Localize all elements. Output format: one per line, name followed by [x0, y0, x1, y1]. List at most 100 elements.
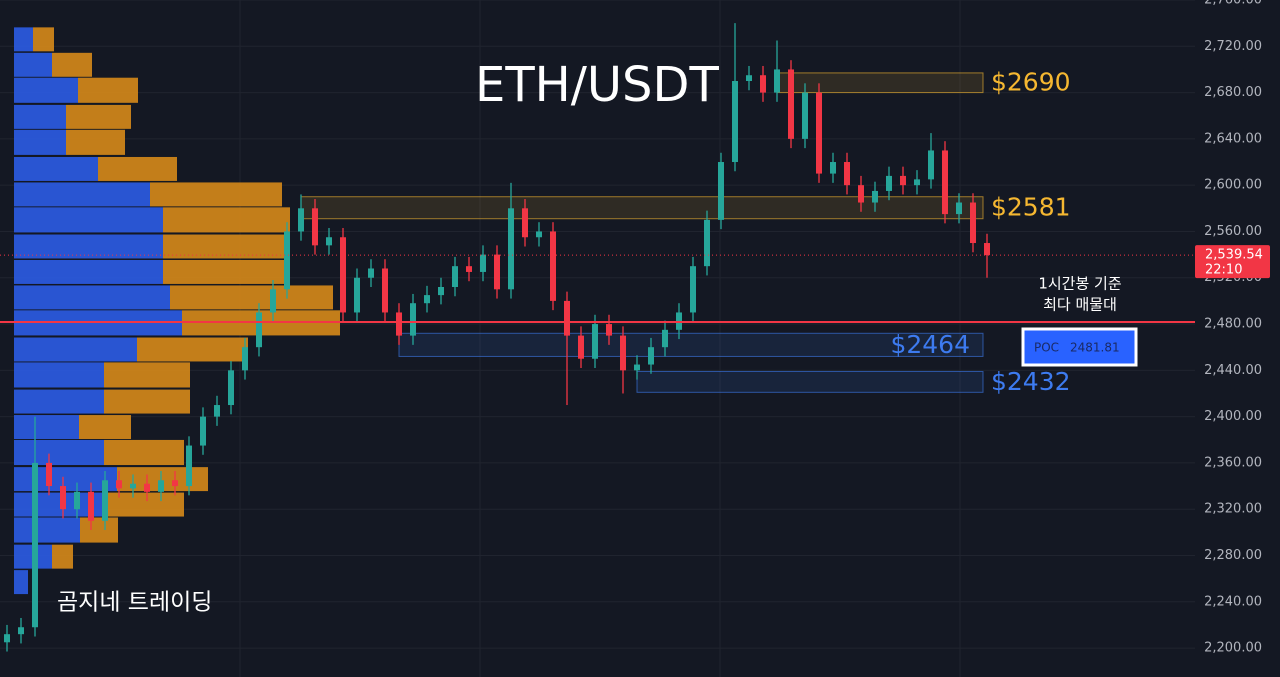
y-tick-label: 2,360.00 [1204, 455, 1262, 470]
candle-body [340, 237, 346, 313]
y-tick-label: 2,480.00 [1204, 317, 1262, 332]
zone-label: $2432 [991, 367, 1071, 396]
candle-body [984, 243, 990, 256]
candle-body [900, 175, 906, 186]
y-tick-label: 2,640.00 [1204, 131, 1262, 146]
candle-body [816, 92, 822, 174]
candle-body [256, 312, 262, 348]
vp-buy [14, 77, 78, 103]
y-tick-label: 2,760.00 [1204, 0, 1262, 8]
candle-body [424, 295, 430, 304]
candle-body [606, 324, 612, 336]
candle-body [620, 335, 626, 371]
vp-buy [14, 207, 163, 233]
vp-sell [98, 156, 177, 181]
candle-body [886, 175, 892, 191]
candle-body [536, 231, 542, 238]
candle-body [522, 208, 528, 238]
vp-buy [14, 129, 66, 155]
annotation: 1시간봉 기준 [1038, 275, 1122, 293]
candles [4, 23, 990, 652]
vp-sell [80, 517, 118, 543]
candle-body [732, 81, 738, 163]
candle-body [648, 347, 654, 365]
candle-body [158, 480, 164, 492]
vp-sell [163, 259, 285, 284]
candle-body [354, 277, 360, 313]
candle-body [382, 268, 388, 313]
candle-body [704, 219, 710, 267]
candle-body [200, 416, 206, 446]
grid [0, 0, 1195, 649]
candle-body [956, 202, 962, 215]
vp-sell [104, 362, 190, 388]
vp-sell [170, 285, 333, 310]
y-tick-label: 2,680.00 [1204, 85, 1262, 100]
vp-sell [66, 129, 125, 155]
candle-body [914, 179, 920, 186]
candle-body [494, 254, 500, 290]
y-tick-label: 2,600.00 [1204, 178, 1262, 193]
candle-body [928, 150, 934, 180]
candle-body [312, 208, 318, 246]
candle-body [32, 462, 38, 628]
candle-body [284, 231, 290, 290]
candle-body [186, 445, 192, 487]
candle-body [970, 202, 976, 244]
vp-sell [117, 467, 208, 492]
last-price-box [1195, 245, 1270, 279]
candle-body [270, 289, 276, 313]
vp-buy [14, 27, 33, 52]
candle-body [858, 185, 864, 203]
candle-body [746, 75, 752, 82]
candle-body [46, 462, 52, 487]
y-tick-label: 2,720.00 [1204, 39, 1262, 54]
vp-sell [104, 389, 190, 414]
candle-body [774, 69, 780, 93]
candle-body [634, 364, 640, 371]
candle-body [760, 75, 766, 93]
candle-body [718, 162, 724, 220]
candle-body [88, 491, 94, 521]
vertical-grid [239, 0, 961, 677]
candle-body [172, 480, 178, 487]
candle-body [830, 162, 836, 174]
candle-body [480, 254, 486, 272]
vp-sell [79, 415, 131, 440]
overlay: $2690 $2581 $2464 $2432 POC 2481.81 [0, 68, 1195, 396]
candle-body [438, 287, 444, 296]
candle-body [60, 486, 66, 510]
last-price-label: 2,539.54 [1205, 248, 1263, 263]
vp-sell [163, 207, 290, 233]
candle-body [662, 329, 668, 348]
vp-sell [137, 337, 248, 362]
candle-body [942, 150, 948, 215]
vp-buy [14, 104, 66, 129]
poc-label: POC [1034, 341, 1059, 355]
candle-body [326, 237, 332, 246]
y-tick-label: 2,200.00 [1204, 641, 1262, 656]
candle-body [396, 312, 402, 336]
vp-buy [14, 182, 150, 207]
chart-title: ETH/USDT [475, 57, 719, 113]
vp-buy [14, 517, 80, 543]
candle-body [690, 266, 696, 313]
candle-body [410, 303, 416, 336]
candle-body [228, 370, 234, 406]
y-tick-label: 2,320.00 [1204, 502, 1262, 517]
vp-sell [52, 52, 92, 77]
y-tick-label: 2,560.00 [1204, 224, 1262, 239]
candle-body [802, 92, 808, 139]
candle-body [844, 162, 850, 186]
candle-body [550, 231, 556, 301]
candle-body [242, 347, 248, 371]
candle-body [508, 208, 514, 290]
zone-label: $2690 [991, 68, 1071, 97]
candle-body [4, 634, 10, 643]
candle-body [368, 268, 374, 278]
vp-buy [14, 389, 104, 414]
candle-body [564, 300, 570, 336]
vp-sell [150, 182, 282, 207]
